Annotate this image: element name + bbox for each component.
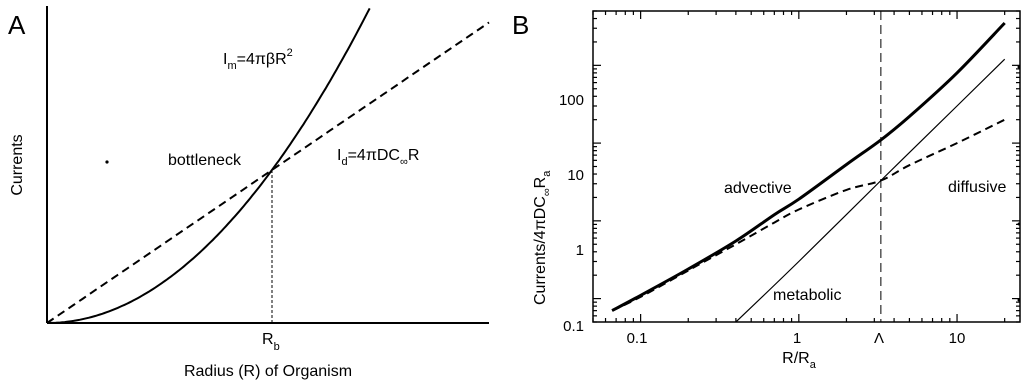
- panel-b-edge-dot: [1017, 222, 1021, 226]
- panel-a: A Currents bottleneck Rb Radius (R) of O…: [8, 6, 490, 380]
- panel-b-letter: B: [512, 10, 529, 40]
- panel-b-x-label: R/Ra: [782, 350, 817, 371]
- panel-a-stray-dot: [105, 160, 109, 164]
- panel-a-series-diffusive-line: [46, 21, 490, 324]
- panel-b-x-tick-1: 1: [793, 330, 801, 347]
- panel-a-x-label: Radius (R) of Organism: [184, 363, 352, 380]
- panel-b-x-tick-10: 10: [949, 330, 966, 347]
- panel-a-y-label: Currents: [9, 134, 26, 195]
- panel-b-y-tick-10: 10: [567, 167, 584, 184]
- panel-a-series-metabolic-curve: [47, 7, 371, 324]
- panel-a-letter: A: [8, 10, 26, 40]
- panel-b-x-tick-0-1: 0.1: [627, 330, 648, 347]
- panel-b-x-tick-lambda: Λ: [874, 330, 884, 347]
- panel-a-metabolic-formula: Im=4πβR2: [223, 47, 293, 72]
- panel-b: B 0.1 1 10 100 0.1 1 Λ 10 R/Ra Currents/…: [512, 10, 1021, 371]
- panel-b-y-tick-1: 1: [576, 242, 584, 259]
- panel-b-y-label: Currents/4πDC∞Ra: [532, 170, 553, 305]
- panel-b-series-metabolic: [735, 58, 1006, 323]
- panel-b-series-advective: [611, 21, 1006, 312]
- panel-b-series-diffusive: [611, 118, 1006, 312]
- panel-b-label-advective: advective: [724, 180, 792, 197]
- panel-b-y-tick-0-1: 0.1: [563, 318, 584, 335]
- panel-b-frame: [592, 10, 1021, 323]
- panel-a-diffusive-formula: Id=4πDC∞R: [337, 147, 419, 168]
- panel-a-x-tick-rb: Rb: [262, 331, 280, 353]
- panel-b-label-metabolic: metabolic: [773, 287, 841, 304]
- panel-b-ticks: [592, 10, 1020, 323]
- panel-b-label-diffusive: diffusive: [948, 179, 1007, 196]
- panel-a-bottleneck-label: bottleneck: [168, 152, 242, 169]
- panel-b-y-tick-100: 100: [559, 92, 584, 109]
- panel-b-edge-dot: [1017, 65, 1021, 69]
- panel-b-edge-dot: [1017, 298, 1021, 302]
